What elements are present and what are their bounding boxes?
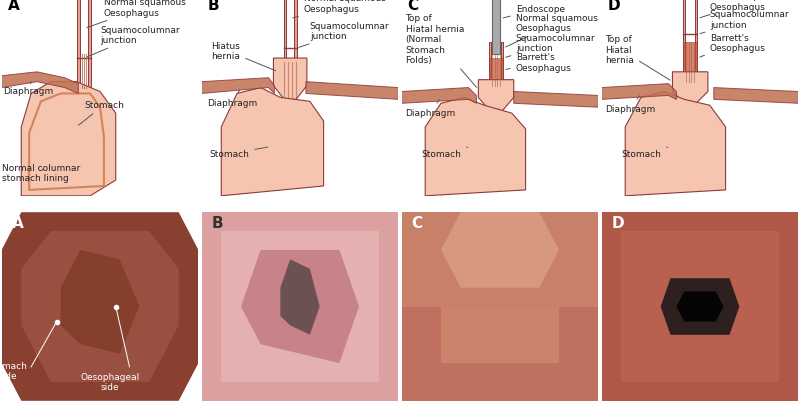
- Polygon shape: [202, 213, 398, 401]
- Polygon shape: [441, 213, 559, 288]
- Polygon shape: [402, 88, 476, 104]
- Text: Stomach: Stomach: [622, 148, 668, 159]
- Text: Squamocolumnar
junction: Squamocolumnar junction: [506, 34, 595, 58]
- Polygon shape: [222, 231, 378, 382]
- Text: B: B: [207, 0, 219, 13]
- Polygon shape: [714, 88, 798, 104]
- Polygon shape: [78, 0, 80, 88]
- Text: Squamocolumnar
junction: Squamocolumnar junction: [700, 10, 790, 34]
- Text: A: A: [7, 0, 19, 13]
- Polygon shape: [61, 250, 139, 354]
- Polygon shape: [514, 92, 598, 108]
- Polygon shape: [489, 59, 503, 81]
- Polygon shape: [683, 43, 698, 73]
- Text: Stomach: Stomach: [422, 148, 468, 159]
- Polygon shape: [676, 292, 724, 322]
- Polygon shape: [294, 0, 297, 63]
- Polygon shape: [622, 231, 778, 382]
- Text: Endoscope: Endoscope: [503, 5, 565, 19]
- Text: Top of
Hiatal
hernia: Top of Hiatal hernia: [606, 35, 670, 81]
- Text: D: D: [611, 216, 624, 231]
- Text: D: D: [607, 0, 620, 13]
- Text: Diaphragm: Diaphragm: [3, 83, 54, 96]
- Text: Normal squamous
Oesophagus: Normal squamous Oesophagus: [87, 0, 186, 29]
- Polygon shape: [489, 43, 491, 86]
- Polygon shape: [501, 43, 503, 86]
- Polygon shape: [2, 213, 198, 401]
- Text: Diaphragm: Diaphragm: [207, 91, 258, 108]
- Polygon shape: [222, 88, 324, 196]
- Text: Stomach
side: Stomach side: [0, 361, 27, 380]
- Text: B: B: [211, 216, 223, 231]
- Polygon shape: [441, 307, 559, 363]
- Polygon shape: [241, 250, 359, 363]
- Polygon shape: [284, 0, 286, 63]
- Text: A: A: [11, 216, 23, 231]
- Polygon shape: [22, 83, 116, 196]
- Text: Oesophageal
side: Oesophageal side: [80, 372, 139, 391]
- Text: C: C: [407, 0, 418, 13]
- Text: Barrett's
Oesophagus: Barrett's Oesophagus: [506, 53, 572, 73]
- Text: Normal squamous
Oesophagus: Normal squamous Oesophagus: [293, 0, 386, 19]
- Text: Barrett's
Oesophagus: Barrett's Oesophagus: [700, 34, 766, 58]
- Polygon shape: [202, 79, 274, 94]
- Text: Hiatus
hernia: Hiatus hernia: [211, 42, 276, 72]
- Text: Diaphragm: Diaphragm: [406, 101, 456, 118]
- Bar: [492, 0, 500, 55]
- Polygon shape: [2, 73, 78, 94]
- Text: Stomach: Stomach: [210, 148, 268, 159]
- Text: Stomach: Stomach: [78, 101, 124, 126]
- Polygon shape: [602, 213, 798, 401]
- Polygon shape: [402, 213, 598, 401]
- Text: Squamocolumnar
junction: Squamocolumnar junction: [87, 26, 180, 58]
- Polygon shape: [280, 260, 320, 335]
- Text: Normal columnar
stomach lining: Normal columnar stomach lining: [2, 163, 80, 182]
- Text: Normal squamous
Oesophagus: Normal squamous Oesophagus: [506, 14, 598, 48]
- Text: C: C: [411, 216, 422, 231]
- Polygon shape: [274, 59, 307, 100]
- Text: Diaphragm: Diaphragm: [606, 97, 656, 114]
- Polygon shape: [626, 92, 726, 196]
- Polygon shape: [402, 213, 598, 307]
- Polygon shape: [306, 83, 398, 100]
- Text: Top of
Hiatal hernia
(Normal
Stomach
Folds): Top of Hiatal hernia (Normal Stomach Fol…: [406, 14, 477, 88]
- Text: Squamocolumnar
junction: Squamocolumnar junction: [298, 22, 390, 48]
- Polygon shape: [695, 0, 698, 86]
- Polygon shape: [22, 231, 178, 382]
- Polygon shape: [602, 84, 676, 100]
- Polygon shape: [478, 81, 514, 112]
- Text: Normal squamous
Oesophagus: Normal squamous Oesophagus: [700, 0, 792, 19]
- Polygon shape: [88, 0, 91, 88]
- Polygon shape: [673, 73, 708, 104]
- Polygon shape: [426, 98, 526, 196]
- Polygon shape: [683, 0, 686, 86]
- Polygon shape: [661, 279, 739, 335]
